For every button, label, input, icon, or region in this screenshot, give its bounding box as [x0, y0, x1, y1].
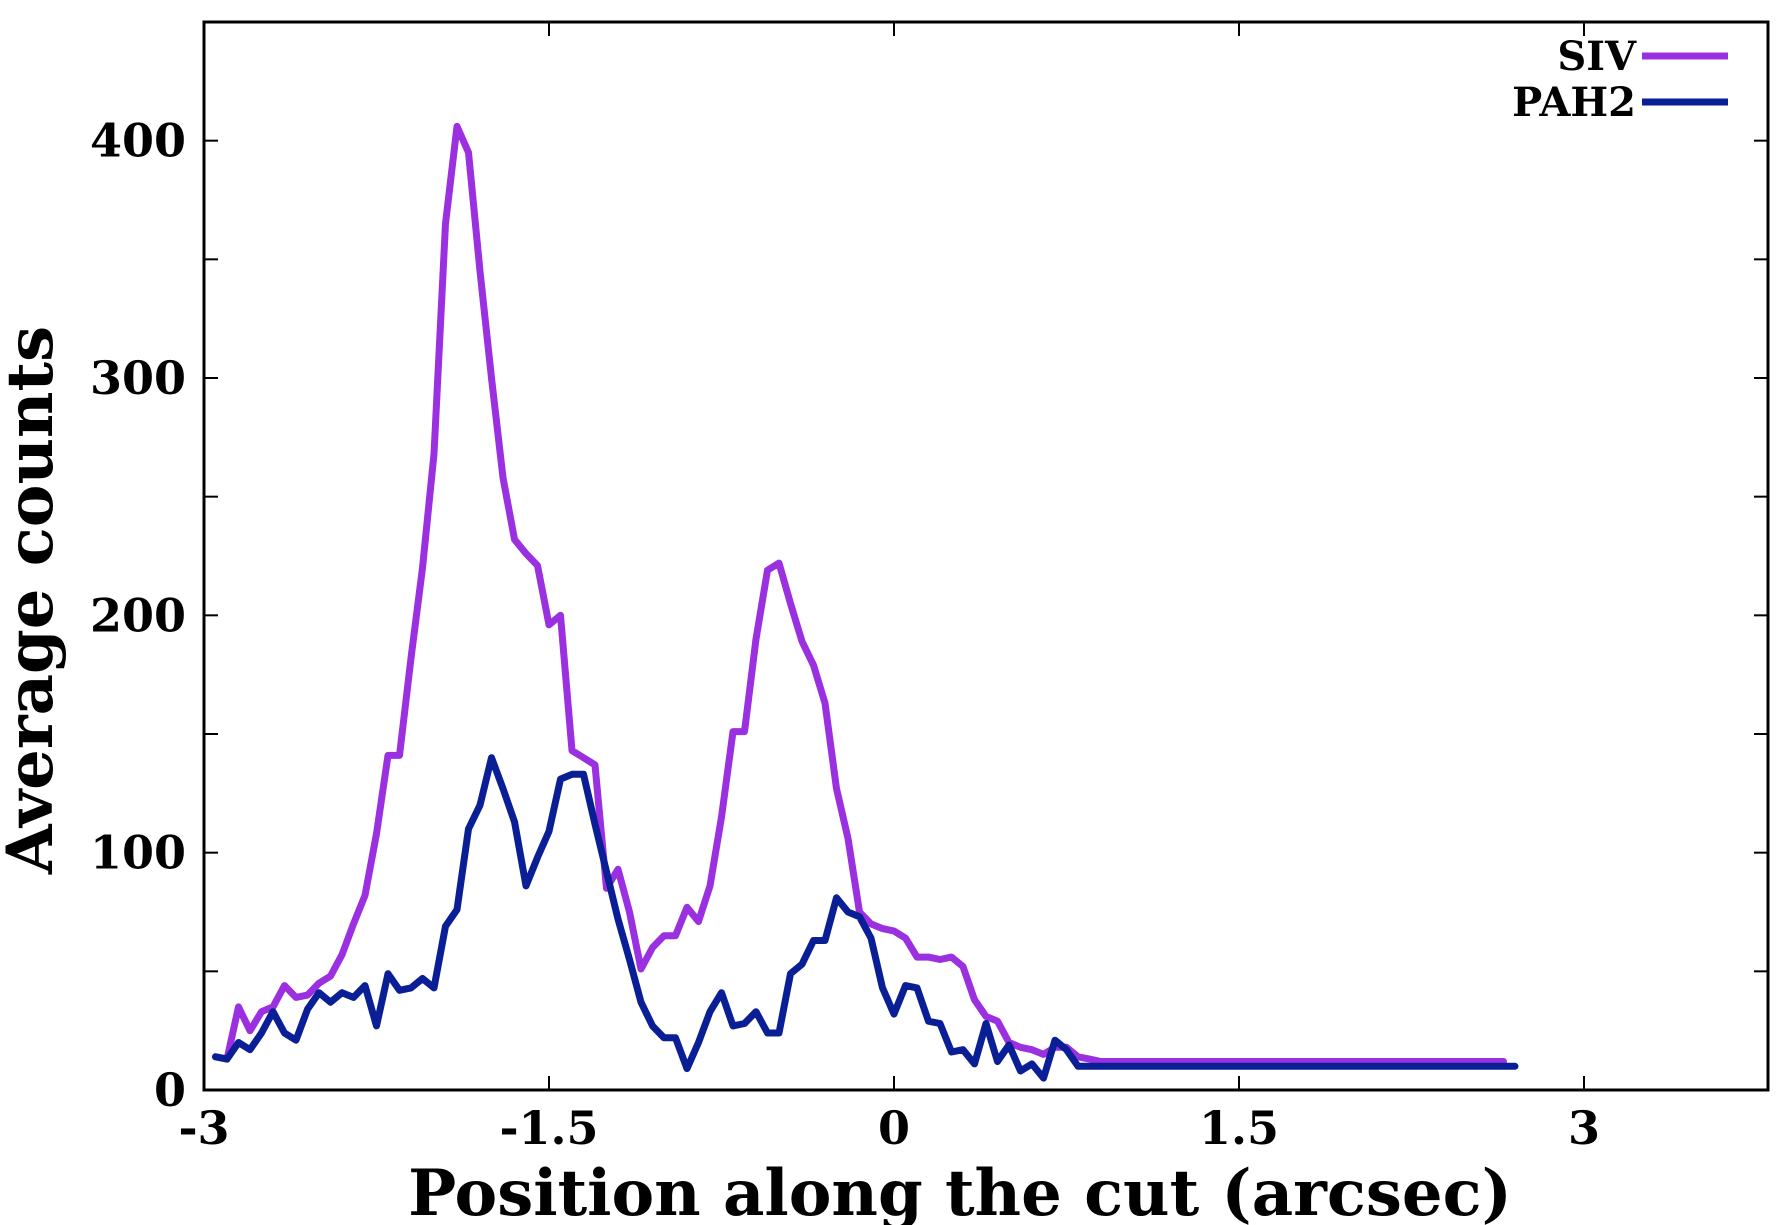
- x-tick-label: 0: [878, 1101, 910, 1155]
- y-axis-title: Average counts: [0, 326, 68, 875]
- legend-label: SIV: [1557, 33, 1637, 80]
- y-tick-label: 300: [90, 351, 186, 405]
- series-line-pah2: [212, 754, 1519, 1082]
- series-line-siv: [212, 122, 1507, 1065]
- plot-frame: [202, 20, 1770, 1092]
- x-tick-label: -3: [178, 1101, 229, 1155]
- x-axis-title: Position along the cut (arcsec): [408, 1156, 1512, 1225]
- x-tick-label: -1.5: [499, 1101, 598, 1155]
- x-tick-label: 3: [1568, 1101, 1600, 1155]
- plot-border: [202, 20, 1770, 1092]
- x-tick-label: 1.5: [1199, 1101, 1279, 1155]
- y-tick-label: 400: [90, 114, 186, 168]
- y-tick-label: 100: [90, 826, 186, 880]
- legend-label: PAH2: [1512, 79, 1636, 126]
- y-tick-label: 200: [90, 588, 186, 642]
- x-axis: -3 -1.5 0 1.5 3: [178, 22, 1600, 1155]
- series-lines: [212, 122, 1519, 1082]
- y-axis: 0 100 200 300 400: [90, 114, 1768, 1117]
- y-tick-label: 0: [154, 1063, 186, 1117]
